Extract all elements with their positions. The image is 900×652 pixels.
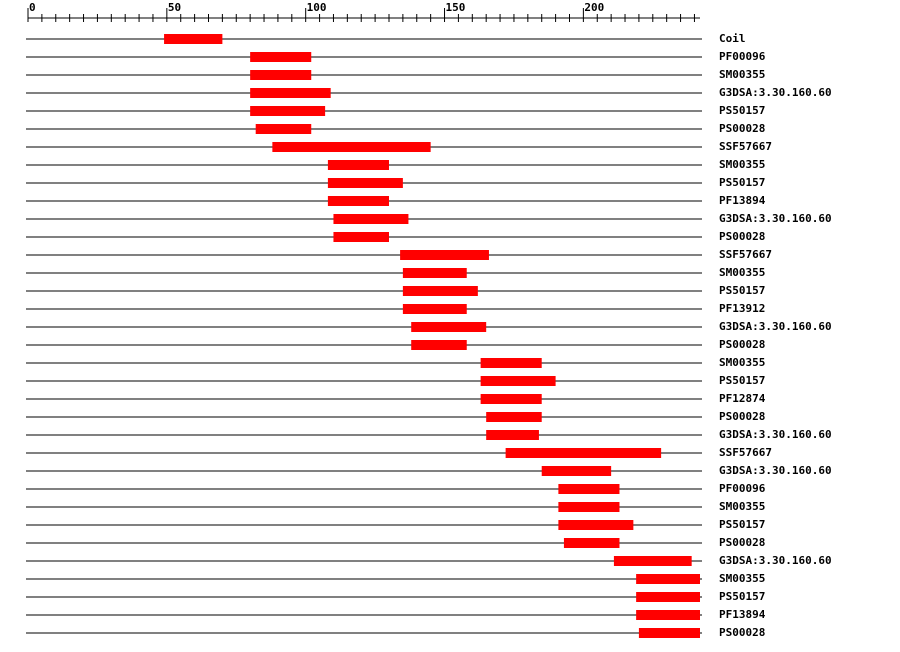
row-label: PS00028 (719, 230, 765, 243)
domain-bar (636, 610, 700, 620)
domain-bar (272, 142, 431, 152)
domain-bar (480, 376, 556, 386)
row-label: PF00096 (719, 50, 766, 63)
row-label: G3DSA:3.30.160.60 (719, 554, 832, 567)
domain-bar (402, 268, 467, 278)
domain-bar (250, 52, 312, 62)
row-label: G3DSA:3.30.160.60 (719, 212, 832, 225)
row-label: Coil (719, 32, 746, 45)
row-label: PF13912 (719, 302, 765, 315)
row-label: G3DSA:3.30.160.60 (719, 86, 832, 99)
domain-bar (400, 250, 489, 260)
domain-bar (402, 286, 478, 296)
x-tick-label: 150 (446, 1, 466, 14)
row-label: G3DSA:3.30.160.60 (719, 464, 832, 477)
domain-bar (250, 88, 331, 98)
row-label: SM00355 (719, 68, 765, 81)
row-label: PS00028 (719, 338, 765, 351)
row-label: SSF57667 (719, 140, 772, 153)
row-label: SM00355 (719, 572, 765, 585)
row-label: G3DSA:3.30.160.60 (719, 320, 832, 333)
domain-bar (638, 628, 700, 638)
domain-bar (411, 340, 467, 350)
domain-bar (480, 358, 542, 368)
domain-bar (250, 70, 312, 80)
row-label: SSF57667 (719, 248, 772, 261)
row-label: SM00355 (719, 158, 765, 171)
domain-bar (327, 160, 389, 170)
domain-bar (558, 520, 634, 530)
row-label: PS50157 (719, 590, 765, 603)
row-label: G3DSA:3.30.160.60 (719, 428, 832, 441)
row-label: PF13894 (719, 608, 766, 621)
row-label: PS00028 (719, 536, 765, 549)
row-label: PS50157 (719, 374, 765, 387)
row-label: PS00028 (719, 410, 765, 423)
row-label: PS00028 (719, 122, 765, 135)
domain-bar (541, 466, 612, 476)
row-label: PS00028 (719, 626, 765, 639)
row-label: PS50157 (719, 518, 765, 531)
domain-bar (327, 178, 403, 188)
domain-bar (333, 214, 409, 224)
row-label: PS50157 (719, 284, 765, 297)
domain-bar (613, 556, 692, 566)
row-label: SM00355 (719, 266, 765, 279)
x-tick-label: 0 (29, 1, 36, 14)
domain-bar (327, 196, 389, 206)
row-label: SSF57667 (719, 446, 772, 459)
domain-bar (255, 124, 312, 134)
domain-bar (164, 34, 223, 44)
row-label: PF12874 (719, 392, 766, 405)
domain-bar (486, 430, 539, 440)
domain-bar (558, 502, 620, 512)
domain-bar (402, 304, 467, 314)
row-label: PS50157 (719, 176, 765, 189)
row-label: PF13894 (719, 194, 766, 207)
x-tick-label: 200 (584, 1, 604, 14)
domain-bar (480, 394, 542, 404)
domain-bar (636, 574, 700, 584)
x-tick-label: 50 (168, 1, 181, 14)
x-tick-label: 100 (307, 1, 327, 14)
row-label: SM00355 (719, 500, 765, 513)
domain-bar (333, 232, 389, 242)
domain-bar (636, 592, 700, 602)
domain-bar (505, 448, 662, 458)
domain-bar (250, 106, 326, 116)
row-label: PF00096 (719, 482, 766, 495)
row-label: SM00355 (719, 356, 765, 369)
domain-bar (563, 538, 620, 548)
row-label: PS50157 (719, 104, 765, 117)
domain-bar (486, 412, 542, 422)
domain-bar (411, 322, 487, 332)
domain-bar (558, 484, 620, 494)
